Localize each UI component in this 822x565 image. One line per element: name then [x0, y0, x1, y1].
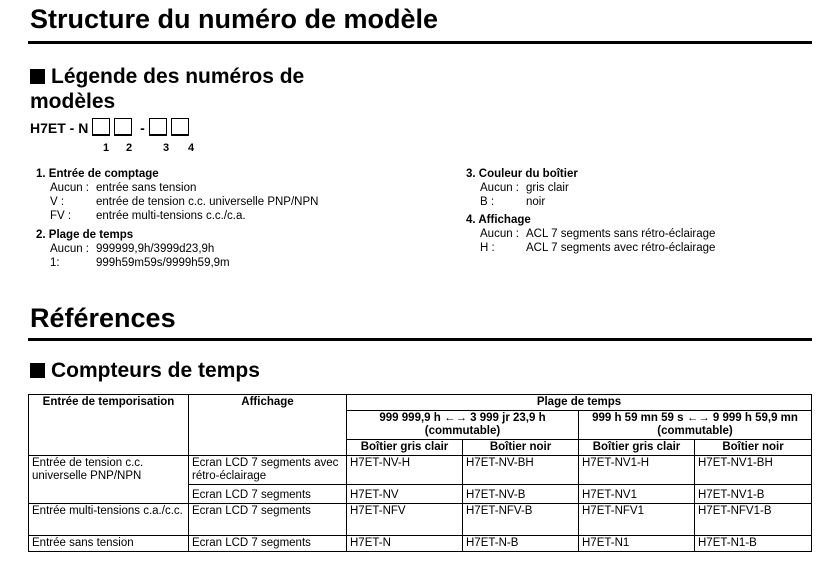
- table-cell: H7ET-NV1-BH: [694, 455, 812, 485]
- table-cell: Ecran LCD 7 segments avec rétro-éclairag…: [188, 455, 347, 485]
- legend-section: 2. Plage de temps Aucun :999999,9h/3999d2…: [36, 228, 230, 270]
- header-range: Plage de temps: [346, 394, 812, 411]
- header-display: Affichage: [188, 394, 347, 456]
- table-cell: H7ET-N1: [578, 535, 695, 552]
- position-2: 2: [126, 142, 133, 154]
- model-pattern: H7ET - N -: [30, 118, 193, 136]
- table-cell: H7ET-NFV1: [578, 503, 695, 536]
- legend-section: 3. Couleur du boîtier Aucun : gris clair B …: [466, 167, 578, 209]
- table-cell: H7ET-NV-BH: [462, 455, 579, 485]
- table-cell: Ecran LCD 7 segments: [188, 503, 347, 536]
- option-row: FV : entrée multi-tensions c.c./c.a.: [50, 210, 246, 222]
- position-3: 3: [163, 142, 170, 154]
- option-row: 1: 999h59m59s/9999h59,9m: [50, 257, 230, 269]
- table-cell: H7ET-NV1-B: [694, 484, 812, 504]
- table-cell: H7ET-NV: [346, 484, 463, 504]
- option-row: B : noir: [480, 196, 546, 208]
- table-cell: Ecran LCD 7 segments: [188, 484, 347, 504]
- square-bullet-icon: [30, 363, 45, 378]
- header-black: Boîtier noir: [694, 439, 812, 456]
- position-4: 4: [188, 142, 195, 154]
- option-row: Aucun : gris clair: [480, 182, 569, 194]
- table-row: Entrée sans tension Ecran LCD 7 segments H…: [28, 535, 812, 552]
- table-cell: H7ET-NV-H: [346, 455, 463, 485]
- table-cell: H7ET-NV-B: [462, 484, 579, 504]
- legend-section: 4. Affichage Aucun : ACL 7 segments sans r…: [466, 213, 715, 255]
- legend-heading: Légende des numéros de modèles: [30, 65, 305, 113]
- option-row: Aucun : ACL 7 segments sans rétro-éclaira…: [480, 228, 716, 240]
- option-row: H : ACL 7 segments avec rétro-éclairage: [480, 242, 716, 254]
- header-light: Boîtier gris clair: [578, 439, 695, 456]
- table-cell: H7ET-NFV: [346, 503, 463, 536]
- page-title: Structure du numéro de modèle: [30, 4, 439, 34]
- table-cell: Entrée sans tension: [28, 535, 189, 552]
- section-title: 3. Couleur du boîtier: [466, 168, 578, 180]
- legend-section: 1. Entrée de comptage Aucun : entrée sans …: [36, 167, 318, 223]
- section-title: 4. Affichage: [466, 214, 531, 226]
- header-range-2: 999 h 59 mn 59 s ←→ 9 999 h 59,9 mn (comm…: [578, 410, 812, 440]
- table-cell: Entrée multi-tensions c.a./c.c.: [28, 503, 189, 536]
- divider: [28, 41, 812, 44]
- table-cell: H7ET-N-B: [462, 535, 579, 552]
- table-cell: H7ET-NV1-H: [578, 455, 695, 485]
- table-cell: Entrée de tension c.c. universelle PNP/N…: [28, 455, 189, 504]
- position-1: 1: [103, 142, 110, 154]
- header-black: Boîtier noir: [462, 439, 579, 456]
- section-title: 2. Plage de temps: [36, 229, 134, 241]
- reference-table: Entrée de temporisation Affichage Plage de…: [28, 394, 812, 552]
- table-cell: H7ET-N: [346, 535, 463, 552]
- header-input: Entrée de temporisation: [28, 394, 189, 456]
- table-cell: H7ET-NFV-B: [462, 503, 579, 536]
- option-row: Aucun :999999,9h/3999d23,9h: [50, 243, 215, 255]
- table-row: Entrée multi-tensions c.a./c.c. Ecran LCD…: [28, 503, 812, 536]
- section-title: 1. Entrée de comptage: [36, 168, 159, 180]
- table-cell: H7ET-NV1: [578, 484, 695, 504]
- square-bullet-icon: [30, 69, 45, 84]
- header-light: Boîtier gris clair: [346, 439, 463, 456]
- table-row: Entrée de tension c.c. universelle PNP/N…: [28, 455, 812, 504]
- counters-heading: Compteurs de temps: [30, 358, 260, 383]
- table-cell: Ecran LCD 7 segments: [188, 535, 347, 552]
- divider: [28, 338, 812, 341]
- option-row: V : entrée de tension c.c. universelle PN…: [50, 196, 319, 208]
- table-cell: H7ET-N1-B: [694, 535, 812, 552]
- table-cell: H7ET-NFV1-B: [694, 503, 812, 536]
- references-title: Références: [30, 303, 176, 333]
- option-row: Aucun : entrée sans tension: [50, 182, 197, 194]
- header-range-1: 999 999,9 h ←→ 3 999 jr 23,9 h (commutabl…: [346, 410, 579, 440]
- table-row: Ecran LCD 7 segments H7ET-NV H7ET-NV-B H7ET…: [29, 484, 812, 504]
